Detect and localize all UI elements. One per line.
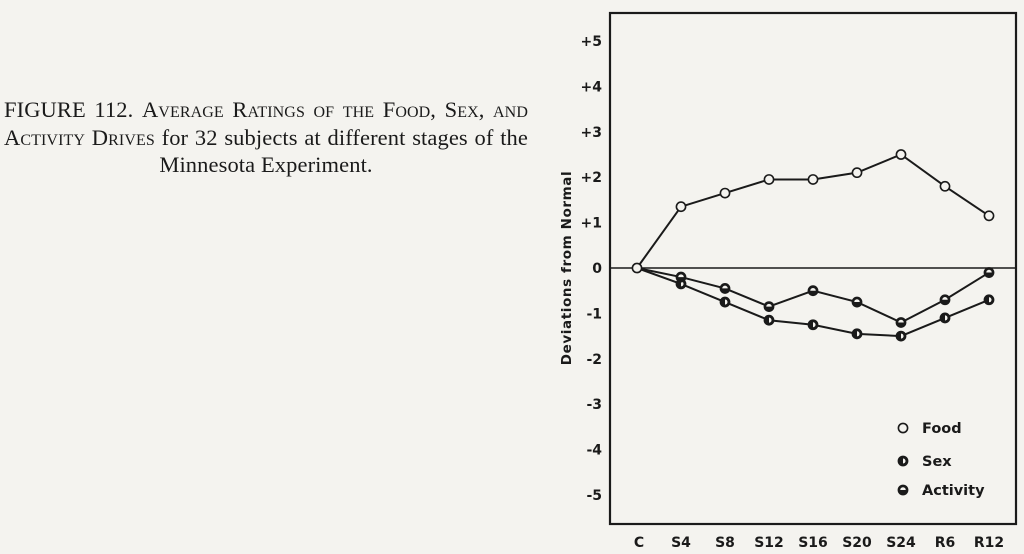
x-tick-label: S24 — [886, 535, 916, 551]
marker-highlight — [986, 269, 992, 273]
x-tick-label: R12 — [974, 535, 1004, 551]
marker-outline — [983, 210, 995, 222]
data-point-activity — [895, 317, 907, 328]
data-point-sex — [983, 294, 995, 306]
legend-marker-sex — [897, 455, 909, 467]
y-tick-label: -3 — [586, 397, 602, 413]
series-line-food — [636, 153, 990, 269]
data-point-food — [807, 174, 819, 185]
x-tick-label: C — [634, 535, 644, 551]
y-tick-label: +5 — [581, 34, 602, 50]
data-point-sex — [851, 328, 863, 340]
series-points — [631, 149, 995, 342]
data-point-sex — [719, 296, 731, 308]
y-tick-label: -5 — [586, 488, 602, 504]
y-axis-label: Deviations from Normal — [559, 171, 575, 365]
marker-highlight — [681, 281, 684, 287]
marker-outline — [851, 167, 863, 179]
marker-highlight — [810, 287, 816, 291]
y-tick-label: +4 — [581, 79, 603, 95]
data-point-food — [939, 180, 951, 192]
y-tick-label: 0 — [592, 261, 602, 277]
legend: Food Sex Activity — [897, 421, 985, 499]
legend-label-food: Food — [922, 421, 962, 437]
data-point-activity — [939, 294, 951, 306]
x-tick-label: S8 — [715, 535, 735, 551]
data-point-activity — [807, 285, 819, 297]
marker-highlight — [766, 303, 772, 307]
data-point-activity — [851, 296, 863, 308]
x-tick-label: R6 — [935, 535, 956, 551]
legend-marker-activity — [897, 484, 909, 496]
x-tick-label: S20 — [842, 535, 872, 551]
x-tick-label: S12 — [754, 535, 784, 551]
figure-label: FIGURE 112. — [4, 97, 134, 122]
marker-highlight — [678, 274, 684, 278]
marker-highlight — [854, 299, 860, 303]
marker-outline — [763, 174, 775, 185]
y-axis-ticks: +5 +4 +3 +2 +1 0 -1 -2 -3 -4 -5 — [581, 34, 603, 504]
y-tick-label: +2 — [581, 170, 602, 186]
marker-highlight — [813, 322, 816, 328]
legend-marker-food — [897, 422, 909, 434]
data-point-food — [631, 262, 643, 274]
data-point-sex — [763, 314, 775, 326]
y-tick-label: +1 — [581, 216, 602, 232]
marker-highlight — [903, 458, 906, 464]
marker-outline — [631, 262, 643, 274]
figure-title: Average Ratings of the Food, Sex, and Ac… — [4, 97, 528, 150]
figure-caption: FIGURE 112. Average Ratings of the Food,… — [4, 96, 528, 179]
data-point-activity — [983, 267, 995, 278]
marker-highlight — [898, 319, 904, 323]
data-point-sex — [939, 312, 951, 324]
marker-highlight — [942, 297, 948, 300]
marker-highlight — [989, 297, 992, 303]
data-point-sex — [895, 330, 907, 342]
data-point-activity — [763, 301, 775, 312]
y-tick-label: -2 — [586, 352, 602, 368]
data-point-activity — [719, 283, 731, 294]
marker-highlight — [901, 333, 904, 339]
marker-outline — [939, 180, 951, 192]
data-point-sex — [807, 319, 819, 331]
marker-outline — [807, 174, 819, 185]
marker-highlight — [722, 285, 728, 289]
marker-highlight — [725, 299, 728, 305]
marker-highlight — [900, 487, 906, 490]
x-tick-label: S4 — [671, 535, 691, 551]
marker-highlight — [769, 317, 772, 323]
data-point-food — [983, 210, 995, 222]
legend-label-sex: Sex — [922, 454, 952, 470]
marker-outline — [897, 422, 909, 434]
marker-outline — [675, 201, 687, 213]
data-point-food — [719, 187, 731, 199]
x-tick-label: S16 — [798, 535, 828, 551]
marker-highlight — [857, 331, 860, 337]
data-point-food — [675, 201, 687, 213]
y-tick-label: +3 — [581, 125, 602, 141]
data-point-food — [851, 167, 863, 179]
figure-description: for 32 subjects at different stages of t… — [159, 124, 528, 178]
data-point-food — [895, 149, 907, 160]
legend-label-activity: Activity — [922, 483, 985, 499]
data-point-activity — [675, 271, 687, 283]
x-axis-ticks: C S4 S8 S12 S16 S20 S24 R6 R12 — [634, 535, 1004, 551]
y-tick-label: -1 — [586, 306, 602, 322]
y-tick-label: -4 — [586, 443, 602, 459]
marker-outline — [895, 149, 907, 160]
data-point-food — [763, 174, 775, 185]
marker-outline — [719, 187, 731, 199]
marker-highlight — [945, 315, 948, 321]
